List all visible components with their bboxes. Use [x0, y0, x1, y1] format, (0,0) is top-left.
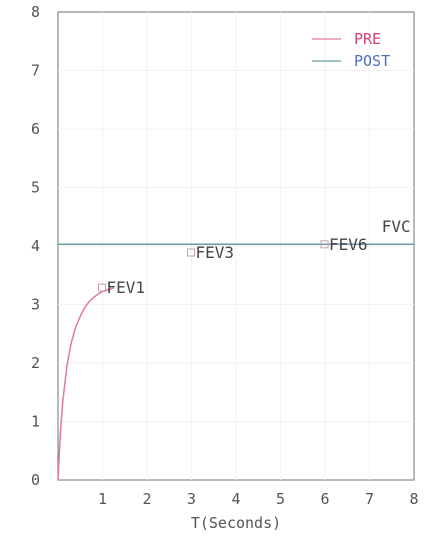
annotation-label: FEV1	[107, 278, 146, 297]
annotation-marker	[320, 240, 329, 249]
x-tick-label: 8	[409, 490, 418, 508]
legend-label-pre: PRE	[354, 30, 381, 48]
y-tick-label: 8	[31, 3, 40, 21]
y-tick-label: 6	[31, 120, 40, 138]
legend-label-post: POST	[354, 52, 390, 70]
y-tick-label: 4	[31, 237, 40, 255]
x-tick-labels: 1 2 3 4 5 6 7 8	[98, 490, 419, 508]
y-tick-label: 1	[31, 413, 40, 431]
y-tick-label: 2	[31, 354, 40, 372]
legend: PRE POST	[312, 30, 390, 70]
annotation-label: FVC	[382, 217, 411, 236]
x-tick-label: 2	[142, 490, 151, 508]
y-tick-label: 5	[31, 179, 40, 197]
annotation-label: FEV6	[329, 235, 368, 254]
y-tick-label: 3	[31, 296, 40, 314]
x-tick-label: 7	[365, 490, 374, 508]
x-tick-label: 5	[276, 490, 285, 508]
x-tick-label: 6	[320, 490, 329, 508]
annotations: FEV1 FEV3 FEV6 FVC	[98, 217, 411, 297]
y-tick-label: 0	[31, 471, 40, 489]
y-tick-labels: 0 1 2 3 4 5 6 7 8	[31, 3, 40, 489]
annotation-label: FEV3	[196, 243, 235, 262]
x-tick-label: 3	[187, 490, 196, 508]
x-axis-title: T(Seconds)	[191, 514, 281, 532]
annotation-marker	[187, 248, 195, 257]
annotation-marker	[98, 283, 106, 292]
x-tick-label: 1	[98, 490, 107, 508]
grid	[58, 12, 414, 480]
series-line-pre	[57, 287, 114, 481]
series-lines	[57, 243, 414, 481]
y-tick-label: 7	[31, 62, 40, 80]
x-tick-label: 4	[231, 490, 240, 508]
